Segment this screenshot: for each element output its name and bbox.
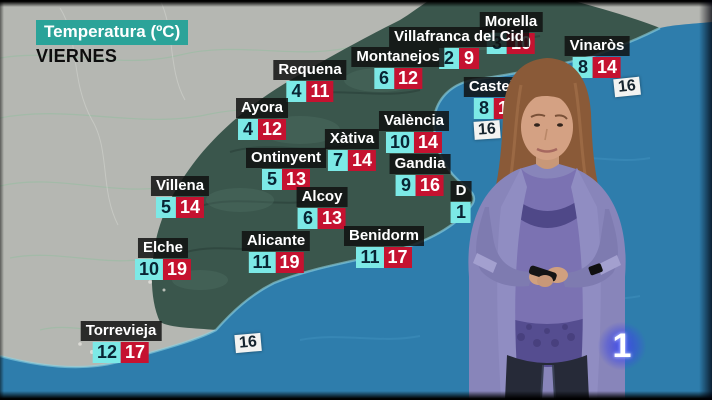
coastline-highlight	[0, 26, 661, 369]
weather-presenter	[437, 55, 657, 400]
max-temp-badge: 14	[413, 132, 443, 153]
lace-texture	[517, 324, 575, 347]
min-temp-badge: 4	[286, 81, 307, 102]
city-name-label: Ontinyent	[246, 148, 326, 168]
min-temp-badge: 8	[473, 98, 494, 119]
city-temps: 4 11	[273, 81, 346, 102]
max-temp-badge: 19	[275, 252, 304, 273]
wristwatch	[588, 263, 603, 276]
presenter-fringe	[519, 86, 576, 109]
city-name-label: Ayora	[236, 98, 288, 118]
city-name-label: València	[378, 111, 450, 131]
city-marker: Benidorm 11 17	[343, 226, 425, 268]
min-temp-badge: 6	[297, 208, 318, 229]
max-temp-badge: 9	[459, 48, 479, 69]
city-marker: València 10 14	[378, 111, 450, 153]
cuff-left	[473, 253, 497, 273]
max-temp-badge: 17	[121, 342, 150, 363]
city-marker: Villena 5 14	[150, 176, 210, 218]
min-temp-badge: 10	[134, 259, 163, 280]
city-name-label: Villena	[150, 176, 210, 196]
min-temp-badge: 1	[451, 202, 471, 223]
city-marker: Torrevieja 12 17	[80, 321, 162, 363]
header-title: Temperatura (ºC)	[36, 20, 189, 45]
city-name-label: Gandia	[389, 154, 451, 174]
min-temp-badge: 9	[395, 175, 416, 196]
city-marker: Requena 4 11	[273, 60, 347, 102]
cuff-right	[597, 255, 621, 275]
city-name-label: Alcoy	[296, 187, 348, 207]
header: Temperatura (ºC) VIERNES	[36, 20, 189, 66]
camisole-lace-neckline	[512, 197, 584, 228]
min-temp-badge: 5	[261, 169, 282, 190]
max-temp-badge: 12	[393, 68, 423, 89]
min-temp-badge: 12	[92, 342, 121, 363]
max-temp-badge: 14	[347, 150, 377, 171]
max-temp-badge: 13	[317, 208, 347, 229]
max-temp-badge: 17	[383, 247, 412, 268]
presenter-features	[530, 113, 568, 153]
max-temp-badge: 13	[281, 169, 311, 190]
city-temps: 12 17	[81, 342, 162, 363]
header-day-label: VIERNES	[36, 46, 118, 66]
min-temp-badge: 11	[356, 247, 384, 268]
city-temps: 11 17	[344, 247, 424, 268]
city-temps: 10 14	[379, 132, 449, 153]
sea-temp-badge: 16	[234, 332, 262, 354]
max-temp-badge: 12	[257, 119, 287, 140]
city-temps: 5 14	[151, 197, 209, 218]
city-marker: Ayora 4 12	[236, 98, 288, 140]
min-temp-badge: 4	[237, 119, 258, 140]
max-temp-badge: 16	[415, 175, 445, 196]
city-name-label: Benidorm	[343, 226, 425, 246]
city-name-label: Elche	[137, 238, 189, 258]
city-marker: D 1	[450, 181, 472, 223]
city-name-label: Vinaròs	[564, 36, 630, 56]
city-name-label: Villafranca del Cid	[389, 27, 529, 47]
max-temp-badge: 14	[175, 197, 205, 218]
la1-channel-logo: 1	[598, 322, 646, 370]
city-name-label: Torrevieja	[80, 321, 162, 341]
city-temps: 11 19	[242, 252, 310, 273]
city-marker: Alicante 11 19	[241, 231, 311, 273]
city-name-label: D	[450, 181, 472, 201]
city-marker: Villafranca del Cid 2 9	[389, 27, 529, 69]
presenter-face	[521, 94, 573, 160]
city-name-label: Xàtiva	[324, 129, 380, 149]
city-temps: 10 19	[134, 259, 192, 280]
city-name-label: Montanejos	[351, 47, 445, 67]
city-temps: 6 12	[351, 68, 444, 89]
max-temp-badge: 14	[592, 57, 622, 78]
city-marker: Xàtiva 7 14	[324, 129, 380, 171]
city-temps: 8 14	[565, 57, 630, 78]
min-temp-badge: 11	[248, 252, 276, 273]
city-marker: Montanejos 6 12	[351, 47, 445, 89]
min-temp-badge: 6	[373, 68, 394, 89]
min-temp-badge: 10	[385, 132, 414, 153]
city-temps: 7 14	[325, 150, 379, 171]
city-name-label: Requena	[273, 60, 347, 80]
city-temps: 5 13	[246, 169, 326, 190]
hand-overlap	[537, 275, 553, 287]
city-marker: Vinaròs 8 14	[564, 36, 630, 78]
city-temps: 4 12	[236, 119, 288, 140]
min-temp-badge: 7	[327, 150, 348, 171]
city-temps: 6 13	[297, 208, 348, 229]
city-name-label: Alicante	[241, 231, 311, 251]
city-marker: Elche 10 19	[134, 238, 192, 280]
logo-digit: 1	[612, 326, 632, 365]
presenter-jeans	[505, 355, 589, 400]
city-temps: 1	[451, 202, 472, 223]
city-marker: Alcoy 6 13	[296, 187, 348, 229]
max-temp-badge: 11	[306, 81, 334, 102]
min-temp-badge: 5	[155, 197, 176, 218]
city-temps: 9 16	[390, 175, 451, 196]
city-marker: Gandia 9 16	[389, 154, 451, 196]
camisole-lace-hem	[505, 317, 589, 367]
city-marker: Ontinyent 5 13	[246, 148, 326, 190]
max-temp-badge: 19	[163, 259, 192, 280]
